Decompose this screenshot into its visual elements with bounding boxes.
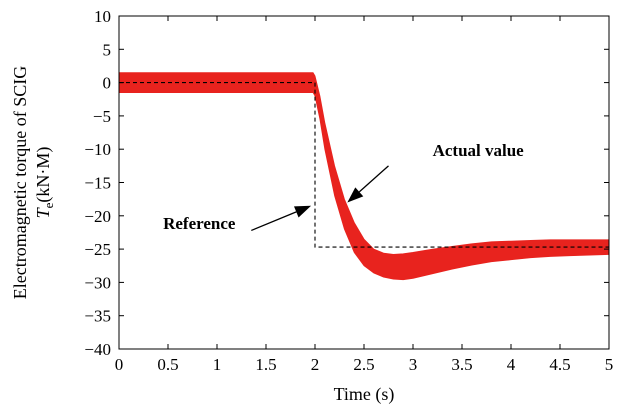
y-tick-label: −20: [84, 207, 111, 226]
y-tick-label: −35: [84, 307, 111, 326]
y-tick-label: −15: [84, 174, 111, 193]
y-axis-unit: (kN·M): [33, 147, 54, 203]
annotation-label: Actual value: [433, 141, 525, 160]
y-tick-label: 10: [94, 7, 111, 26]
x-tick-label: 3.5: [451, 355, 472, 374]
x-tick-label: 0.5: [157, 355, 178, 374]
annotation-arrow-head: [294, 205, 312, 218]
y-tick-label: 5: [103, 40, 112, 59]
x-tick-label: 4: [507, 355, 516, 374]
x-tick-label: 2: [311, 355, 320, 374]
y-tick-label: −30: [84, 273, 111, 292]
x-tick-label: 4.5: [549, 355, 570, 374]
annotation-label: Reference: [163, 214, 236, 233]
y-axis-label-line2: Te(kN·M): [33, 147, 56, 219]
x-tick-label: 1: [213, 355, 222, 374]
y-tick-label: 0: [103, 74, 112, 93]
y-tick-label: −25: [84, 240, 111, 259]
annotation-arrow-shaft: [358, 165, 389, 193]
plot-frame: [118, 15, 610, 350]
y-tick-label: −5: [93, 107, 111, 126]
x-tick-label: 3: [409, 355, 418, 374]
series-reference-line: [119, 82, 609, 248]
x-tick-label: 2.5: [353, 355, 374, 374]
y-axis-symbol-subscript: e: [41, 202, 56, 208]
x-tick-label: 1.5: [255, 355, 276, 374]
annotation-arrow-head: [347, 187, 364, 203]
y-tick-label: −40: [84, 340, 111, 359]
y-tick-label: −10: [84, 140, 111, 159]
x-axis-label: Time (s): [334, 384, 395, 405]
y-axis-symbol: T: [33, 206, 53, 218]
annotation-arrow-shaft: [251, 211, 297, 232]
x-tick-label: 0: [115, 355, 124, 374]
series-actual-value-band: [119, 72, 609, 281]
y-axis-label-line1: Electromagnetic torque of SCIG: [10, 66, 30, 299]
x-tick-label: 5: [605, 355, 614, 374]
